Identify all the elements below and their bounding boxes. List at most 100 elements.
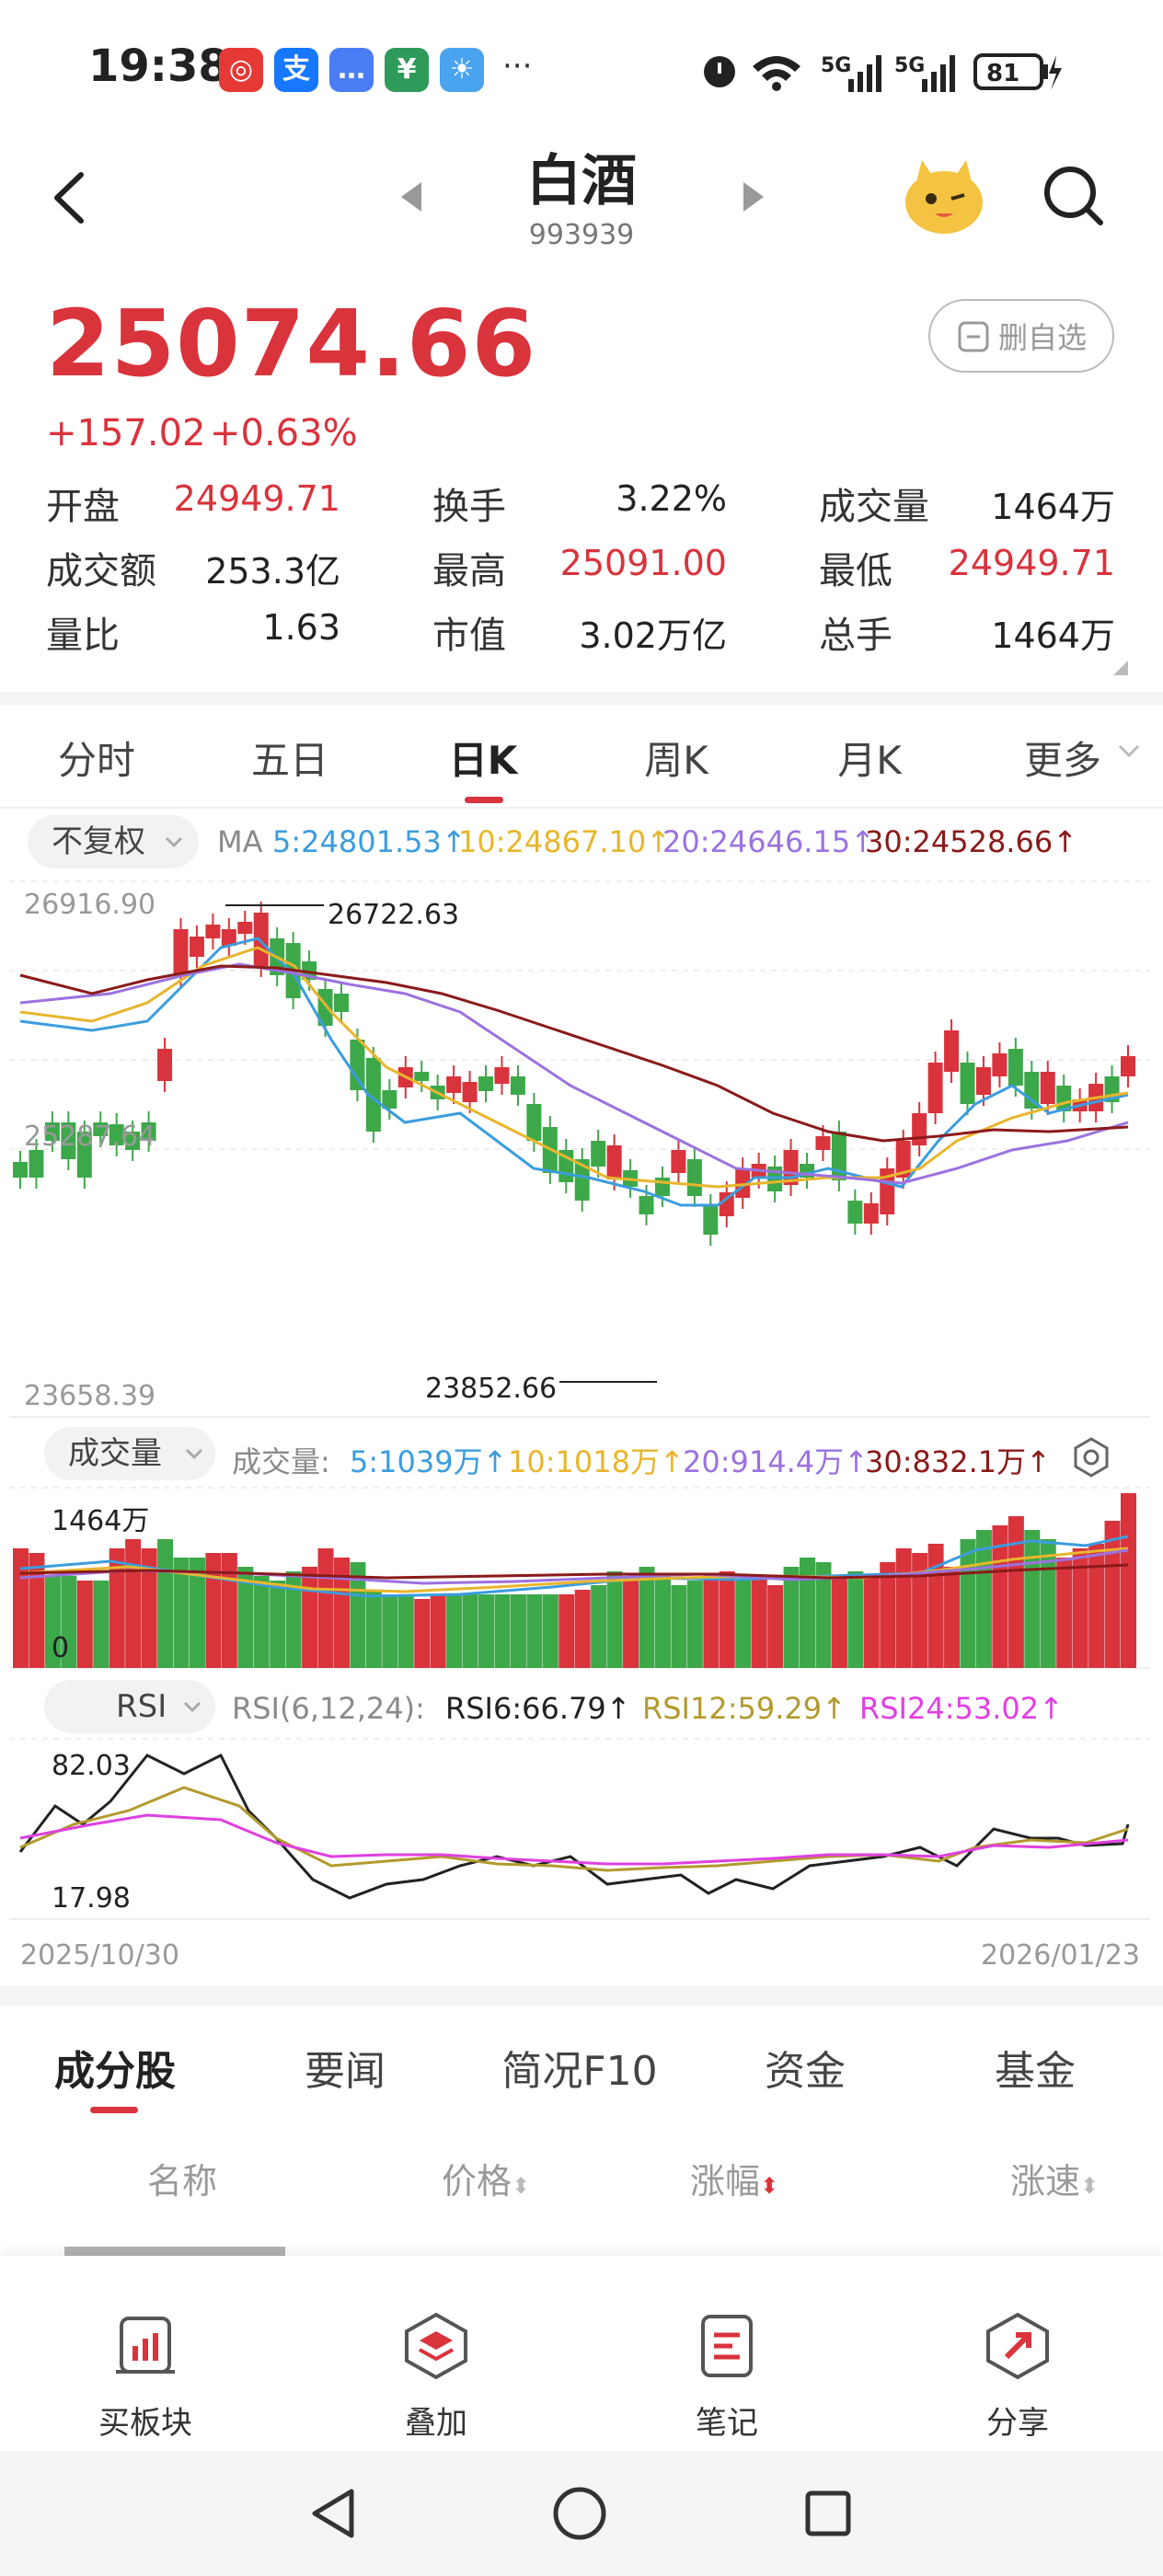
volume-bar — [29, 1553, 45, 1668]
col-change[interactable]: 涨幅⬍ — [690, 2153, 778, 2203]
candle — [831, 1132, 846, 1180]
bottom-toolbar — [0, 2256, 1163, 2451]
candle — [365, 1058, 381, 1132]
volume-bar — [141, 1548, 157, 1668]
search-icon[interactable] — [1042, 164, 1106, 228]
info-tab-2[interactable]: 简况F10 — [501, 2048, 658, 2095]
expand-corner-icon[interactable] — [1113, 661, 1128, 675]
stock-code: 993939 — [528, 219, 635, 251]
candle — [350, 1040, 365, 1090]
col-price[interactable]: 价格⬍ — [442, 2153, 530, 2203]
volume-bar — [173, 1558, 190, 1668]
period-tab-2[interactable]: 日K — [448, 738, 518, 783]
candle — [703, 1205, 719, 1235]
info-tab-4[interactable]: 基金 — [995, 2048, 1076, 2095]
candle — [591, 1141, 606, 1167]
volume-chart[interactable] — [0, 1486, 1163, 1670]
chevron-down-icon[interactable] — [1117, 742, 1141, 760]
col-speed[interactable]: 涨速⬍ — [1010, 2153, 1099, 2203]
period-tab-1[interactable]: 五日 — [250, 738, 328, 783]
volume-bar — [654, 1576, 671, 1668]
candle — [671, 1150, 686, 1173]
prev-stock-icon[interactable] — [397, 180, 425, 213]
volume-bar — [397, 1594, 414, 1668]
rsi12-value: RSI12:59.29↑ — [642, 1691, 846, 1726]
volume-bar — [1024, 1530, 1041, 1668]
high-marker-label: 26722.63 — [328, 899, 460, 931]
volume-bar — [365, 1590, 382, 1668]
ma10-line — [19, 946, 1129, 1189]
nav-recents-icon[interactable] — [799, 2484, 858, 2543]
candle — [960, 1063, 975, 1104]
volume-bar — [623, 1576, 639, 1668]
tabs-divider — [0, 807, 1163, 809]
status-bar: 19:38 ◎ 支 … ¥ ☀ ··· 5G 5G 81 — [0, 0, 1163, 138]
sort-icon: ⬍ — [512, 2173, 531, 2199]
volume-bar — [270, 1581, 286, 1668]
candle — [414, 1072, 430, 1081]
candle — [382, 1090, 397, 1109]
col-name[interactable]: 名称 — [147, 2161, 218, 2202]
volume-selector[interactable]: 成交量 — [44, 1427, 215, 1480]
rsi-selector[interactable]: RSI — [44, 1680, 215, 1733]
settings-icon[interactable] — [1069, 1435, 1113, 1479]
info-tab-3[interactable]: 资金 — [765, 2048, 846, 2095]
chevron-down-icon — [185, 1448, 203, 1460]
notes-button[interactable]: 笔记 — [662, 2309, 791, 2443]
note-icon — [701, 2315, 753, 2377]
status-time: 19:38 — [88, 40, 229, 92]
mascot-icon[interactable] — [900, 155, 988, 237]
nav-home-icon[interactable] — [550, 2484, 609, 2543]
volume-bar — [414, 1599, 431, 1668]
price-change-pct: +0.63% — [210, 412, 358, 454]
more-notifications-icon: ··· — [502, 48, 533, 85]
wifi-icon — [753, 56, 800, 91]
back-icon[interactable] — [44, 166, 99, 230]
candle — [157, 1049, 173, 1081]
candle — [944, 1030, 960, 1072]
volume-bar — [478, 1594, 495, 1668]
overlay-label: 叠加 — [405, 2405, 467, 2442]
nav-back-icon[interactable] — [304, 2484, 363, 2543]
remove-watchlist-button[interactable]: 删自选 — [928, 299, 1114, 373]
sort-desc-icon: ⬍ — [760, 2173, 779, 2199]
rsi-chart[interactable] — [0, 1737, 1163, 1921]
volume-bar — [1040, 1539, 1056, 1668]
candle — [237, 922, 253, 934]
period-tab-5[interactable]: 更多 — [1023, 738, 1101, 783]
period-tab-0[interactable]: 分时 — [57, 738, 135, 783]
volume-bar — [317, 1548, 334, 1668]
period-tab-3[interactable]: 周K — [644, 738, 708, 783]
vol-ma10-value: 10:1018万↑ — [508, 1444, 685, 1479]
kline-chart[interactable] — [0, 874, 1163, 1426]
volume-bar — [125, 1539, 142, 1668]
adjust-selector[interactable]: 不复权 — [28, 815, 199, 868]
volume-bar — [462, 1594, 478, 1668]
candle — [462, 1082, 478, 1102]
volume-bar — [1121, 1493, 1136, 1668]
share-button[interactable]: 分享 — [953, 2309, 1082, 2443]
overlay-button[interactable]: 叠加 — [372, 2309, 501, 2443]
stat-label: 换手 — [432, 486, 506, 528]
period-tab-4[interactable]: 月K — [837, 738, 902, 783]
volume-bar — [253, 1576, 270, 1668]
volume-y-zero: 0 — [52, 1632, 70, 1664]
volume-bar — [542, 1594, 558, 1668]
candle — [654, 1178, 670, 1196]
info-tab-0[interactable]: 成分股 — [54, 2048, 176, 2095]
buy-sector-button[interactable]: 买板块 — [81, 2309, 210, 2443]
ma20-value: 20:24646.15↑ — [662, 824, 875, 859]
chevron-down-icon — [165, 836, 183, 848]
volume-bar — [927, 1544, 944, 1668]
stat-value: 1.63 — [262, 607, 340, 648]
volume-bar — [430, 1594, 446, 1668]
candle — [205, 925, 221, 938]
next-stock-icon[interactable] — [740, 180, 767, 213]
remove-watchlist-label: 删自选 — [998, 320, 1088, 355]
candle — [173, 929, 189, 975]
stat-label: 成交量 — [819, 486, 929, 528]
stat-value: 3.22% — [616, 478, 727, 519]
rsi-y-top: 82.03 — [52, 1750, 131, 1782]
info-tab-1[interactable]: 要闻 — [305, 2048, 386, 2095]
col-price-label: 价格 — [442, 2161, 512, 2202]
